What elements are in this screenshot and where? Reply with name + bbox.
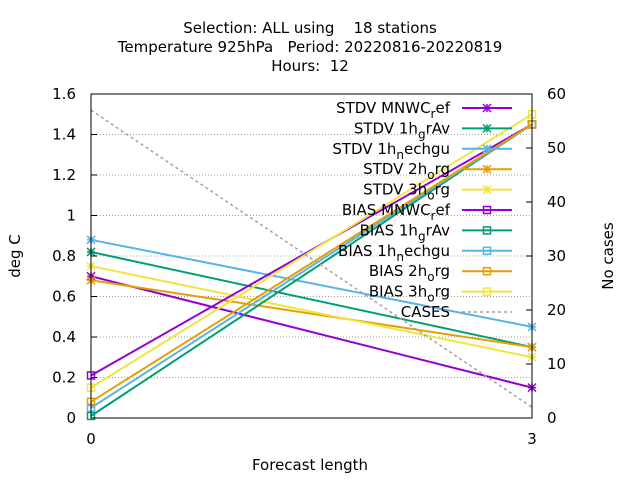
legend-label: STDV 2horg [363, 160, 450, 182]
legend-label: BIAS 1hnechgu [338, 242, 450, 264]
y2-tick-label: 40 [547, 193, 566, 211]
legend-entry: CASES [401, 303, 512, 321]
data-point [482, 205, 492, 215]
title-line: Selection: ALL using 18 stations [183, 19, 437, 37]
series-line [90, 123, 533, 403]
y-tick-label: 0.6 [52, 288, 76, 306]
legend-entry: BIAS 2horg [369, 262, 512, 284]
data-point [482, 164, 492, 174]
x-axis-label: Forecast length [252, 456, 368, 474]
legend-entry: BIAS MNWCref [342, 201, 512, 223]
y-tick-label: 0.4 [52, 328, 76, 346]
y-tick-label: 1 [66, 207, 76, 225]
data-point [482, 123, 492, 133]
legend-entry: BIAS 3horg [369, 283, 512, 305]
y2-tick-label: 30 [547, 247, 566, 265]
legend-entry: STDV 3horg [363, 181, 512, 203]
data-point [482, 185, 492, 195]
legend-entry: BIAS 1hnechgu [338, 242, 512, 264]
y-tick-label: 1.2 [52, 166, 76, 184]
legend-label: STDV MNWCref [336, 99, 451, 121]
legend-entry: STDV 1hnechgu [332, 140, 512, 162]
y2-tick-label: 60 [547, 85, 566, 103]
legend-entry: BIAS 1hgrAv [360, 221, 512, 243]
legend-label: BIAS 2horg [369, 262, 450, 284]
series-line [90, 250, 533, 349]
legend-label: BIAS MNWCref [342, 201, 451, 223]
data-point [482, 246, 492, 256]
legend-label: STDV 3horg [363, 181, 450, 203]
series-line [90, 238, 533, 328]
legend-entry: STDV 2horg [363, 160, 512, 182]
series-layer [86, 109, 537, 421]
series-line [90, 265, 533, 359]
y2-tick-label: 10 [547, 355, 566, 373]
y2-tick-label: 50 [547, 139, 566, 157]
chart-title: Selection: ALL using 18 stationsTemperat… [117, 19, 503, 75]
legend-label: CASES [401, 303, 450, 321]
legend-label: BIAS 3horg [369, 283, 450, 305]
y-tick-label: 1.4 [52, 126, 76, 144]
series [90, 109, 533, 408]
grid [91, 134, 532, 378]
data-point [482, 103, 492, 113]
y2-tick-label: 20 [547, 301, 566, 319]
data-point [482, 266, 492, 276]
y-tick-label: 0.8 [52, 247, 76, 265]
y2-axis-label: No cases [599, 222, 617, 290]
legend-entry: STDV MNWCref [336, 99, 512, 121]
legend-label: STDV 1hnechgu [332, 140, 450, 162]
series [86, 120, 537, 407]
title-line: Temperature 925hPa Period: 20220816-2022… [117, 38, 503, 56]
x-tick-label: 3 [527, 430, 537, 448]
series-line [90, 109, 533, 408]
y2-tick-label: 0 [547, 409, 557, 427]
y-tick-label: 0 [66, 409, 76, 427]
x-tick-label: 0 [86, 430, 96, 448]
y-tick-label: 1.6 [52, 85, 76, 103]
series-line [90, 279, 533, 349]
y-axis-label: deg C [6, 234, 24, 278]
legend-label: STDV 1hgrAv [354, 119, 450, 141]
data-point [482, 144, 492, 154]
y-tick-label: 0.2 [52, 369, 76, 387]
legend-entry: STDV 1hgrAv [354, 119, 512, 141]
title-line: Hours: 12 [271, 57, 349, 75]
series-line [90, 123, 533, 417]
data-point [482, 287, 492, 296]
legend-label: BIAS 1hgrAv [360, 221, 451, 243]
data-point [482, 226, 492, 235]
series-line [90, 275, 533, 389]
series-line [90, 113, 533, 389]
